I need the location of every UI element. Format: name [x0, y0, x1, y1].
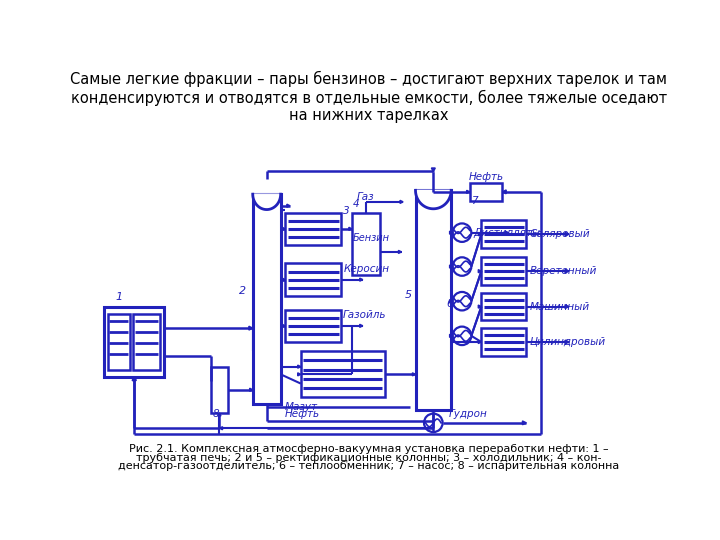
Bar — [108, 314, 130, 370]
Polygon shape — [398, 251, 402, 253]
Text: 1: 1 — [116, 293, 122, 302]
Polygon shape — [249, 326, 253, 330]
Text: Самые легкие фракции – пары бензинов – достигают верхних тарелок и там
конденсир: Самые легкие фракции – пары бензинов – д… — [71, 71, 667, 123]
Text: 5: 5 — [405, 290, 412, 300]
Polygon shape — [503, 190, 506, 194]
Polygon shape — [478, 269, 482, 273]
Bar — [104, 307, 164, 377]
Bar — [352, 213, 380, 275]
Text: 4: 4 — [353, 199, 359, 209]
Polygon shape — [360, 278, 363, 281]
Polygon shape — [297, 373, 301, 376]
Bar — [415, 190, 451, 410]
Polygon shape — [349, 227, 352, 231]
Bar — [285, 309, 341, 342]
Text: Веретенный: Веретенный — [529, 266, 597, 276]
Bar — [285, 213, 341, 245]
Polygon shape — [360, 325, 363, 327]
Polygon shape — [250, 388, 253, 392]
Text: Гудрон: Гудрон — [449, 409, 487, 419]
Bar — [253, 194, 281, 403]
Text: Газойль: Газойль — [343, 310, 386, 320]
Polygon shape — [218, 413, 221, 416]
Bar — [482, 220, 526, 248]
Text: Дистилляты: Дистилляты — [474, 228, 541, 238]
Polygon shape — [565, 340, 569, 344]
Polygon shape — [565, 305, 569, 308]
Polygon shape — [565, 269, 569, 273]
Polygon shape — [282, 278, 285, 281]
Text: 7: 7 — [472, 196, 478, 206]
Text: Нефть: Нефть — [284, 409, 320, 420]
Polygon shape — [505, 231, 508, 234]
Polygon shape — [132, 377, 136, 381]
Text: Соляровый: Соляровый — [529, 229, 590, 239]
Polygon shape — [220, 427, 222, 430]
Polygon shape — [478, 233, 482, 236]
Polygon shape — [565, 232, 569, 236]
Text: Газ: Газ — [356, 192, 374, 202]
Text: трубчатая печь; 2 и 5 – ректификационные колонны; 3 – холодильник; 4 – кон-: трубчатая печь; 2 и 5 – ректификационные… — [136, 453, 602, 463]
Text: Рис. 2.1. Комплексная атмосферно-вакуумная установка переработки нефти: 1 –: Рис. 2.1. Комплексная атмосферно-вакуумн… — [129, 444, 609, 455]
Polygon shape — [467, 190, 469, 193]
Text: 2: 2 — [239, 286, 246, 296]
Text: Керосин: Керосин — [343, 264, 390, 274]
Polygon shape — [478, 305, 482, 308]
Text: 3: 3 — [343, 206, 349, 216]
Bar — [133, 314, 160, 370]
Text: Машинный: Машинный — [529, 301, 590, 312]
Polygon shape — [297, 365, 301, 368]
Text: Бензин: Бензин — [353, 233, 390, 243]
Bar — [482, 293, 526, 320]
Polygon shape — [282, 227, 285, 231]
Polygon shape — [478, 340, 482, 343]
Bar — [482, 328, 526, 356]
Polygon shape — [413, 373, 415, 376]
Text: 6: 6 — [446, 299, 453, 309]
Polygon shape — [282, 325, 285, 327]
Text: Нефть: Нефть — [469, 172, 503, 181]
Polygon shape — [449, 300, 453, 303]
Bar — [469, 183, 503, 201]
Polygon shape — [431, 168, 436, 172]
Bar — [301, 351, 384, 397]
Bar — [211, 367, 228, 413]
Polygon shape — [253, 194, 281, 210]
Polygon shape — [287, 204, 290, 207]
Polygon shape — [523, 421, 526, 425]
Bar — [482, 257, 526, 285]
Polygon shape — [415, 190, 451, 209]
Polygon shape — [449, 334, 453, 338]
Bar — [285, 264, 341, 296]
Polygon shape — [449, 265, 453, 268]
Text: денсатор-газоотделитель; 6 – теплообменник; 7 – насос; 8 – испарительная колонна: денсатор-газоотделитель; 6 – теплообменн… — [118, 461, 620, 471]
Polygon shape — [400, 200, 403, 204]
Polygon shape — [449, 231, 453, 234]
Text: Цилиндровый: Цилиндровый — [529, 337, 606, 347]
Text: Мазут: Мазут — [284, 402, 318, 412]
Polygon shape — [132, 377, 136, 381]
Text: 8: 8 — [212, 409, 219, 420]
